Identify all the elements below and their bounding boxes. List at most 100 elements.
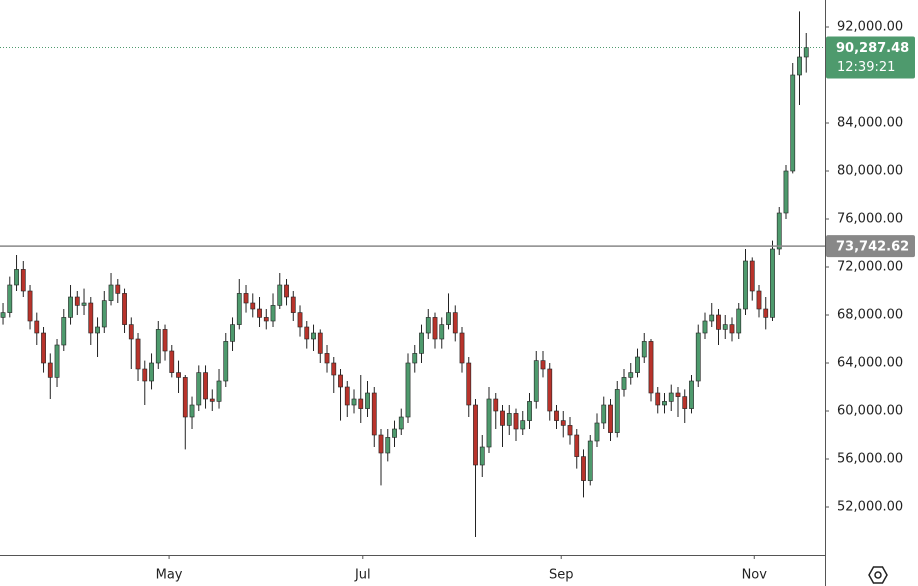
candle-body <box>709 314 715 322</box>
candle-body <box>459 332 465 364</box>
candle-body <box>68 296 73 318</box>
candle-body <box>439 324 445 340</box>
candle-body <box>34 320 40 334</box>
x-tick-label: Sep <box>549 568 574 583</box>
candle-body <box>432 317 438 340</box>
candle-body <box>729 324 735 334</box>
candle-body <box>689 380 694 409</box>
candle-body <box>527 401 532 421</box>
candle-body <box>155 329 161 364</box>
candle-body <box>216 380 222 402</box>
y-tick-label: 76,000.00 <box>837 212 903 227</box>
candle-body <box>803 47 809 58</box>
candle-body <box>257 308 262 318</box>
candle-body <box>662 401 667 406</box>
candle-body <box>641 341 647 358</box>
x-tick-label: May <box>156 568 183 583</box>
candle-body <box>142 368 148 382</box>
candle-body <box>419 332 424 354</box>
candle-body <box>101 300 107 328</box>
candle-body <box>47 362 53 378</box>
candle-body <box>743 260 748 310</box>
candle-body <box>358 398 364 409</box>
candle-body <box>682 396 688 409</box>
candle-body <box>783 170 789 214</box>
candle-body <box>749 260 755 292</box>
candle-body <box>790 74 796 172</box>
y-tick-label: 68,000.00 <box>837 308 903 323</box>
candle-body <box>270 305 276 322</box>
last-price-label: 90,287.48 <box>836 41 909 56</box>
y-tick-label: 56,000.00 <box>837 452 903 467</box>
candle-body <box>41 332 46 364</box>
candle-body <box>189 404 195 418</box>
candle-body <box>324 353 330 364</box>
candle-body <box>331 362 337 376</box>
candle-body <box>702 320 708 334</box>
y-tick-label: 92,000.00 <box>837 20 903 35</box>
candle-body <box>149 362 154 382</box>
candle-body <box>365 392 370 409</box>
candle-body <box>338 374 343 388</box>
candle-body <box>722 324 728 330</box>
candle-body <box>128 324 134 340</box>
candle-body <box>621 377 627 390</box>
candle-body <box>311 332 316 340</box>
y-tick-label: 60,000.00 <box>837 404 903 419</box>
candle-body <box>263 317 269 322</box>
candle-body <box>290 296 296 313</box>
candle-body <box>344 386 350 406</box>
candle-body <box>236 293 242 325</box>
candle-body <box>425 317 431 334</box>
candle-body <box>95 326 100 334</box>
candle-body <box>581 456 586 481</box>
candle-body <box>547 368 553 412</box>
candle-body <box>587 440 593 481</box>
y-tick-label: 84,000.00 <box>837 116 903 131</box>
candle-body <box>203 372 208 400</box>
price-line-label-box <box>826 235 915 258</box>
candle-body <box>0 312 6 318</box>
candle-body <box>635 356 640 373</box>
candle-body <box>392 428 397 438</box>
settings-hexagon[interactable] <box>868 566 888 584</box>
candle-body <box>54 344 60 378</box>
candle-body <box>122 293 127 325</box>
x-tick-label: Jul <box>354 568 371 583</box>
settings-dot[interactable] <box>874 571 882 579</box>
candle-body <box>756 290 762 310</box>
last-price-label-box <box>826 36 915 79</box>
candle-body <box>14 269 19 286</box>
settings-icon[interactable] <box>868 566 888 584</box>
candle-body <box>284 284 289 298</box>
candle-body <box>473 404 478 466</box>
candle-body <box>668 392 674 402</box>
candle-body <box>162 329 168 352</box>
candle-body <box>614 389 620 433</box>
candle-body <box>446 312 451 325</box>
candle-body <box>297 312 303 328</box>
candle-body <box>385 437 391 454</box>
candle-body <box>479 446 485 466</box>
candle-body <box>351 398 357 406</box>
candle-body <box>493 398 499 412</box>
candle-body <box>371 392 377 436</box>
candle-body <box>560 420 566 426</box>
plot-area <box>0 11 809 537</box>
price-line-label: 73,742.62 <box>836 240 909 255</box>
candle-body <box>230 324 235 342</box>
candle-body <box>196 372 202 406</box>
candle-body <box>608 404 613 433</box>
y-tick-label: 80,000.00 <box>837 164 903 179</box>
candle-body <box>776 212 782 250</box>
candle-body <box>250 302 256 310</box>
candle-body <box>405 362 411 418</box>
candle-body <box>88 302 94 334</box>
candle-body <box>594 422 600 442</box>
candle-body <box>466 362 472 406</box>
candle-body <box>223 341 229 382</box>
candle-body <box>452 312 458 334</box>
candle-body <box>554 410 559 421</box>
candle-body <box>628 372 634 378</box>
